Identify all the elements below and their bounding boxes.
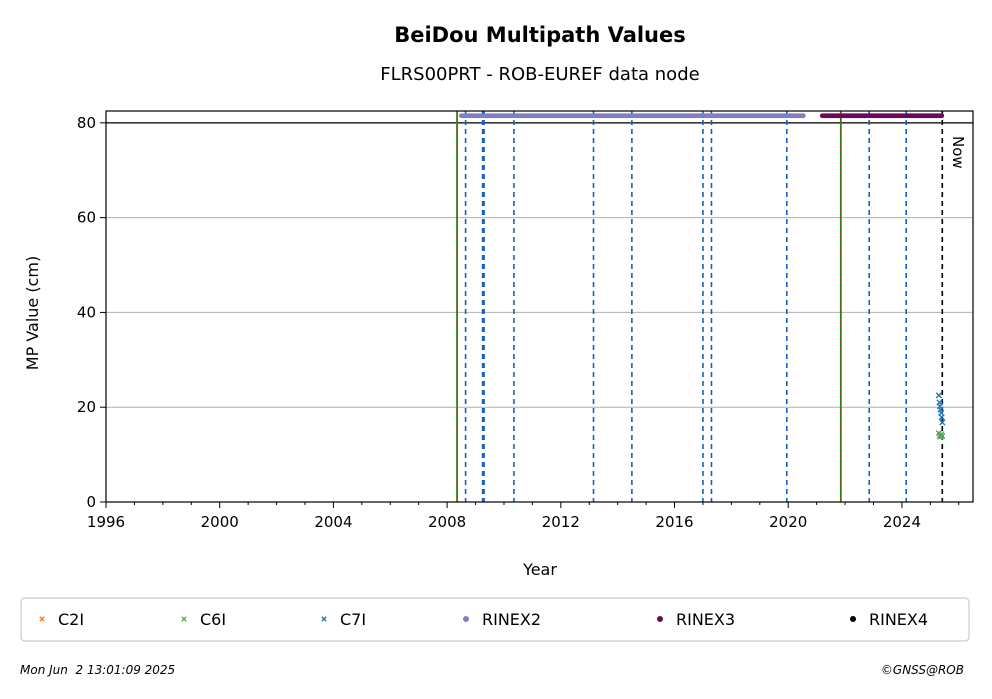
legend-marker (181, 616, 187, 622)
legend-marker (39, 616, 45, 622)
data-point-rinex2 (800, 113, 806, 119)
y-axis-label: MP Value (cm) (23, 256, 42, 370)
legend-marker (463, 616, 469, 622)
legend-item-rinex3: RINEX3 (657, 610, 735, 629)
x-tick-label: 2004 (314, 513, 352, 531)
x-tick-label: 2020 (769, 513, 807, 531)
x-tick-label: 2016 (655, 513, 693, 531)
legend-label: RINEX2 (482, 610, 541, 629)
legend-label: C2I (58, 610, 84, 629)
legend-item-c2i: C2I (39, 610, 84, 629)
event-lines (456, 111, 944, 502)
x-tick-label: 2024 (883, 513, 921, 531)
legend-label: C6I (200, 610, 226, 629)
legend-label: C7I (340, 610, 366, 629)
data-point-c7i (935, 392, 942, 399)
legend-marker (657, 616, 663, 622)
legend-items: C2I C6I C7I RINEX2 RINEX3 RINEX4 (39, 610, 928, 629)
y-tick-label: 80 (77, 114, 96, 132)
x-tick-label: 2000 (201, 513, 239, 531)
data-points (458, 113, 946, 440)
footer-credit: ©GNSS@ROB (881, 663, 964, 677)
x-axis-label: Year (522, 560, 557, 579)
data-point-c7i (939, 419, 946, 426)
legend-marker (321, 616, 327, 622)
data-point-rinex3 (939, 113, 945, 119)
footer-timestamp: Mon Jun 2 13:01:09 2025 (20, 663, 175, 677)
x-tick-label: 2008 (428, 513, 466, 531)
legend-item-c7i: C7I (321, 610, 366, 629)
legend-label: RINEX3 (676, 610, 735, 629)
x-tick-label: 1996 (87, 513, 125, 531)
now-label: Now (949, 136, 967, 169)
x-tick-label: 2012 (542, 513, 580, 531)
y-tick-label: 0 (86, 493, 96, 511)
data-point-c7i (938, 414, 945, 421)
grid-lines (106, 122, 973, 408)
plot-frame (105, 110, 974, 503)
legend-label: RINEX4 (869, 610, 928, 629)
data-point-c6i (939, 433, 946, 440)
legend-marker (850, 616, 856, 622)
chart-subtitle: FLRS00PRT - ROB-EUREF data node (380, 64, 699, 85)
legend-item-rinex4: RINEX4 (850, 610, 928, 629)
legend-item-c6i: C6I (181, 610, 226, 629)
chart-title: BeiDou Multipath Values (394, 23, 686, 47)
legend (20, 597, 970, 642)
y-tick-label: 20 (77, 398, 96, 416)
legend-item-rinex2: RINEX2 (463, 610, 541, 629)
axis-ticks: 1996 2000 2004 2008 2012 2016 2020 2024 0 20 40 60 8… (77, 114, 960, 531)
y-tick-label: 40 (77, 303, 96, 321)
y-tick-label: 60 (77, 209, 96, 227)
